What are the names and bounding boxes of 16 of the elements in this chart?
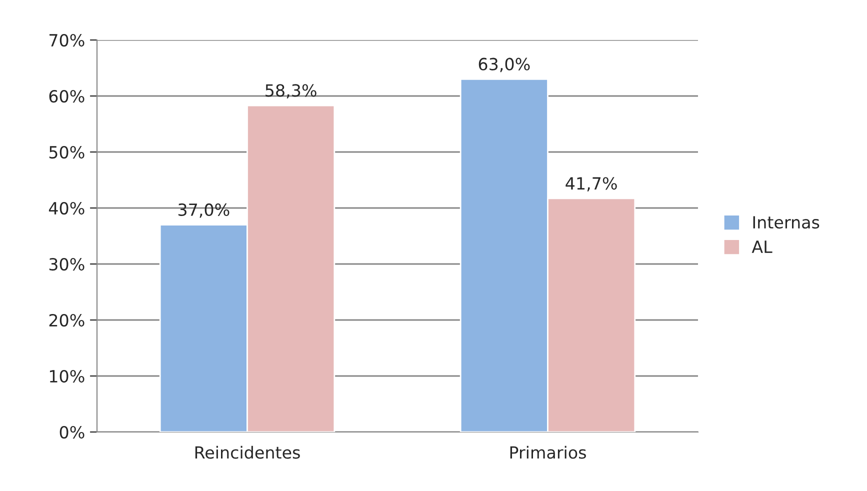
y-tick-label: 10%: [50, 370, 84, 383]
data-label: 37,0%: [178, 203, 230, 218]
y-tick-label: 20%: [49, 314, 84, 327]
y-tick-label: 0%: [60, 426, 84, 439]
y-tick-label: 40%: [48, 202, 84, 215]
y-tick-label: 30%: [49, 258, 84, 271]
data-label: 58,3%: [266, 84, 316, 98]
x-tick-label: Reincidentes: [195, 446, 300, 459]
data-label: 41,7%: [566, 177, 617, 192]
x-tick-label: Primarios: [510, 446, 586, 459]
legend-label: AL: [752, 240, 772, 253]
y-tick-label: 50%: [49, 146, 84, 159]
y-tick-label: 70%: [50, 34, 84, 47]
legend-label: Internas: [753, 216, 820, 229]
data-label: 63,0%: [478, 58, 530, 72]
y-tick-label: 60%: [49, 90, 84, 103]
